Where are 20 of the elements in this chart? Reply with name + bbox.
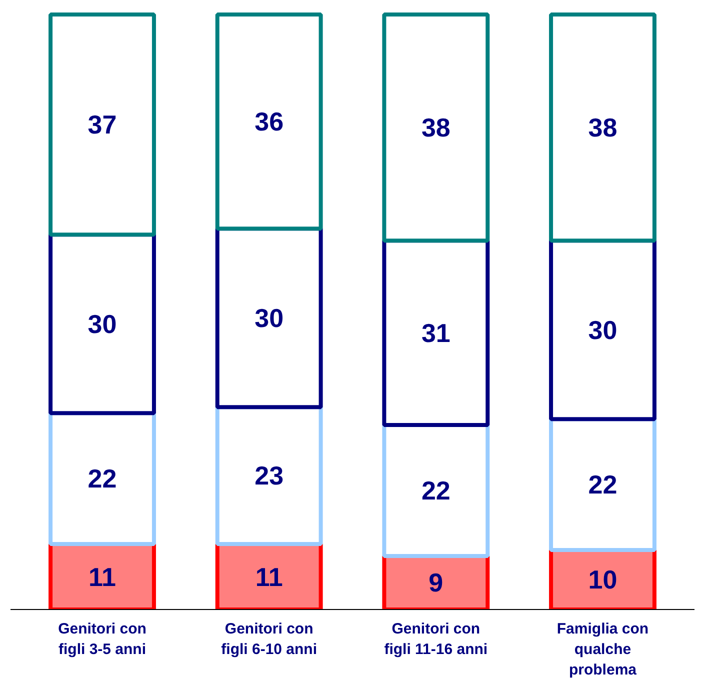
data-label: 30 — [588, 314, 618, 345]
data-label: 22 — [421, 475, 450, 506]
data-label: 22 — [88, 464, 117, 494]
data-label: 22 — [588, 470, 618, 500]
data-label: 36 — [254, 106, 284, 137]
data-label: 23 — [254, 460, 284, 491]
data-label: 30 — [254, 302, 284, 333]
x-tick-label: Genitori con figli 11-16 anni — [384, 620, 488, 658]
data-label: 11 — [255, 562, 283, 592]
data-label: 37 — [88, 110, 117, 140]
data-label: 38 — [588, 112, 618, 143]
data-label: 11 — [88, 562, 116, 592]
x-tick-label: Genitori con figli 3-5 anni — [58, 620, 146, 658]
x-tick-label: Genitori con figli 6-10 anni — [221, 620, 318, 658]
data-label: 31 — [421, 318, 450, 348]
x-tick-label: Famiglia con qualche problema — [556, 620, 649, 678]
data-label: 30 — [88, 308, 117, 339]
data-label: 38 — [421, 112, 450, 143]
data-label: 9 — [428, 568, 444, 598]
data-label: 10 — [588, 564, 618, 595]
